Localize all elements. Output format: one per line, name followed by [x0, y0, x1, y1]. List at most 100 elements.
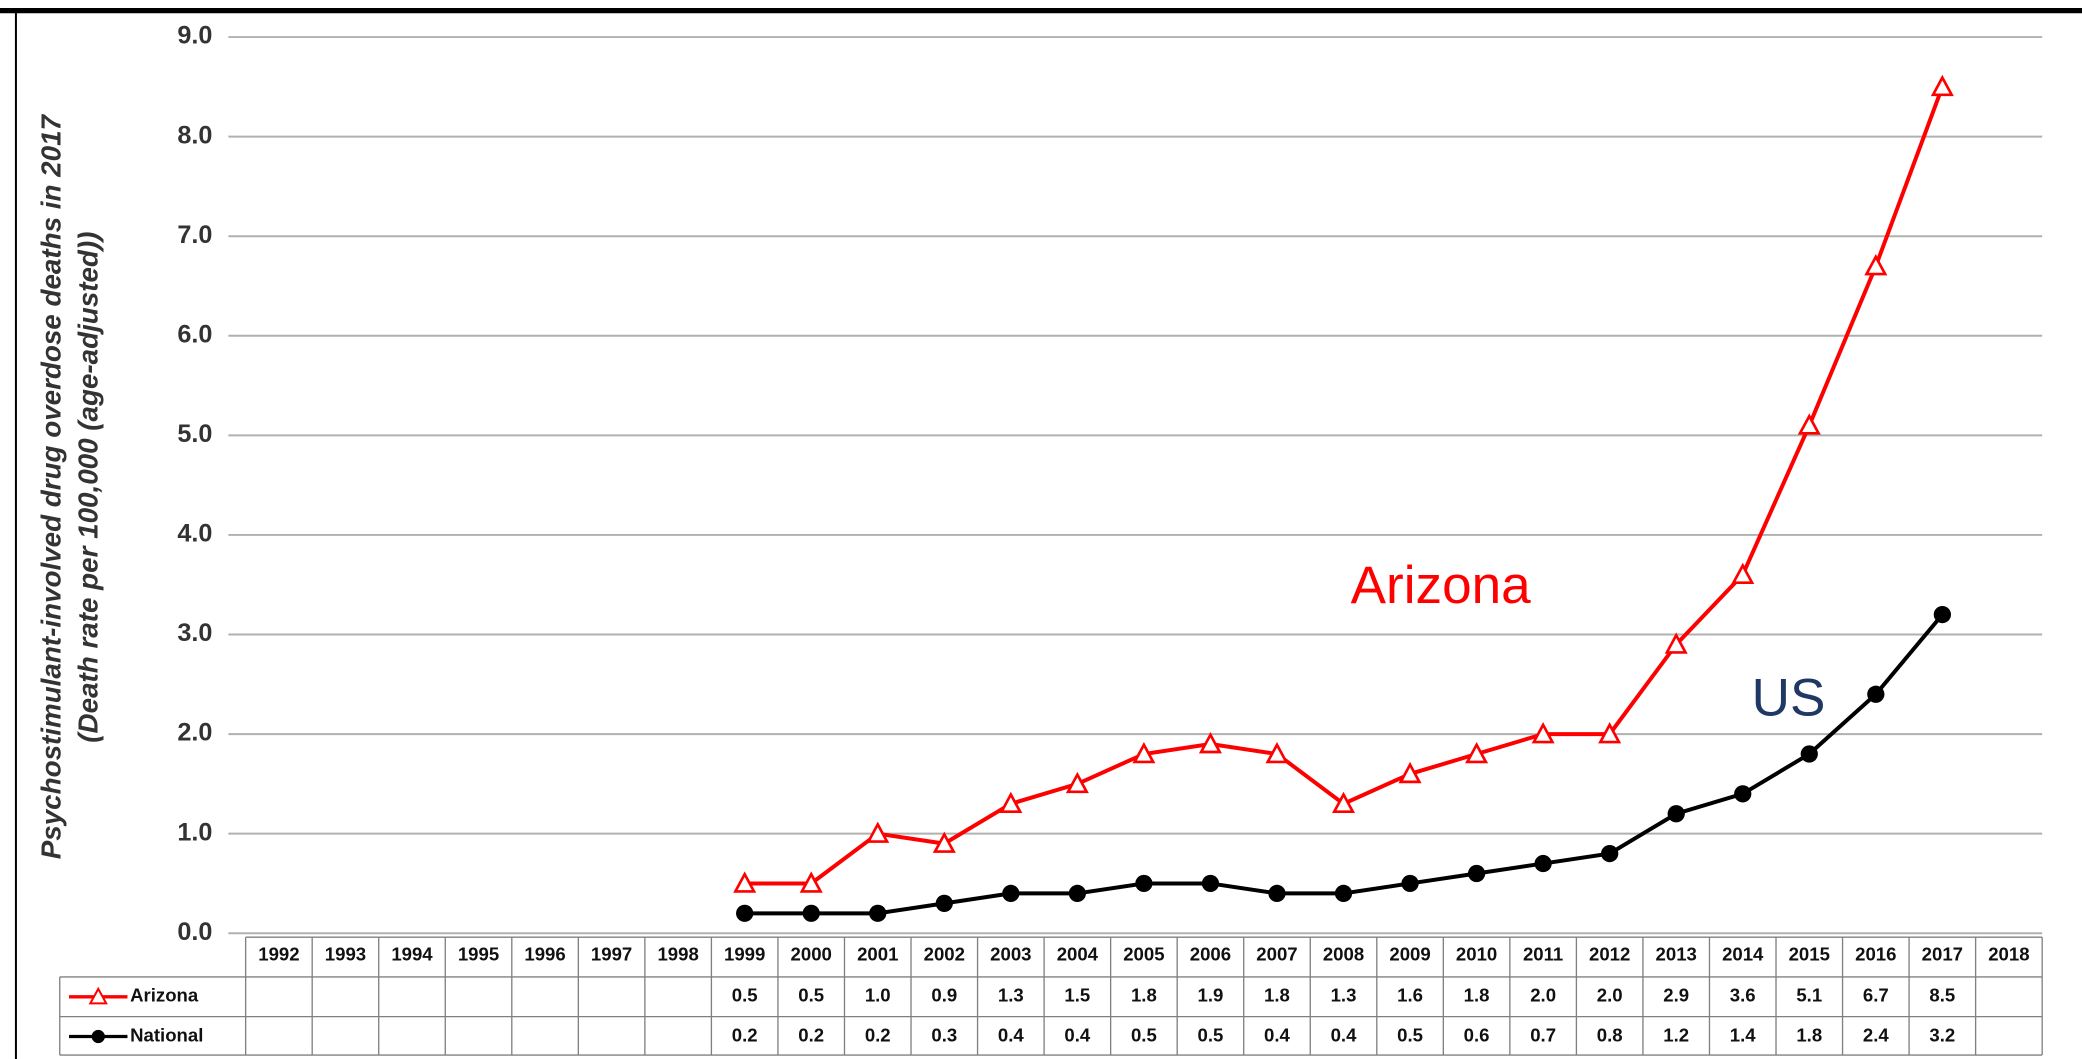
x-tick-label: 2012 [1589, 944, 1630, 965]
marker [1797, 413, 1821, 435]
table-value: 0.2 [865, 1024, 891, 1045]
table-value: 1.2 [1663, 1024, 1689, 1045]
y-tick-label: 7.0 [177, 221, 212, 249]
marker [935, 894, 953, 912]
x-tick-label: 1993 [325, 944, 366, 965]
marker [1800, 745, 1818, 763]
table-value: 0.4 [1064, 1024, 1091, 1045]
marker [1334, 884, 1353, 903]
table-value: 0.4 [1331, 1024, 1358, 1045]
marker [1398, 761, 1422, 784]
table-value: 1.4 [1730, 1024, 1757, 1045]
table-value: 1.8 [1264, 985, 1290, 1006]
marker [1534, 854, 1552, 873]
marker [1734, 785, 1752, 803]
marker [869, 904, 887, 922]
table-value: 1.0 [865, 985, 891, 1006]
marker [866, 821, 890, 843]
table-value: 1.3 [1331, 985, 1357, 1006]
x-tick-label: 2014 [1722, 944, 1764, 965]
table-value: 5.1 [1796, 985, 1822, 1006]
marker [999, 791, 1023, 814]
table-value: 1.9 [1198, 985, 1224, 1006]
marker [1331, 791, 1356, 814]
table-value: 0.8 [1597, 1024, 1623, 1045]
legend-label: Arizona [130, 985, 199, 1006]
x-tick-label: 2011 [1523, 944, 1563, 965]
annotation: Arizona [1351, 556, 1532, 615]
marker [1731, 562, 1755, 585]
marker [1201, 874, 1220, 893]
table-value: 0.5 [1131, 1024, 1157, 1045]
marker [1930, 74, 1954, 97]
marker [1467, 864, 1486, 883]
table-value: 0.5 [732, 985, 758, 1006]
y-axis-label: Psychostimulant-involved drug overdose d… [35, 114, 66, 860]
marker [799, 871, 823, 893]
x-tick-label: 1998 [657, 944, 698, 965]
marker [1933, 605, 1951, 624]
table-value: 1.8 [1796, 1024, 1822, 1045]
y-tick-label: 8.0 [177, 121, 212, 149]
table-value: 6.7 [1863, 985, 1889, 1006]
y-tick-label: 3.0 [177, 619, 212, 647]
legend-marker [88, 986, 108, 1005]
marker [1864, 254, 1888, 276]
table-value: 1.5 [1064, 985, 1090, 1006]
marker [1198, 731, 1222, 754]
legend-label: National [130, 1024, 203, 1045]
marker [1531, 722, 1555, 744]
x-tick-label: 1997 [591, 944, 632, 965]
x-tick-label: 2007 [1256, 944, 1297, 965]
marker [1268, 884, 1286, 903]
marker [1135, 874, 1153, 893]
y-tick-label: 4.0 [177, 520, 212, 548]
marker [802, 904, 820, 922]
series-line [744, 86, 1945, 886]
x-tick-label: 2018 [1988, 944, 2029, 965]
x-tick-label: 1995 [458, 944, 499, 965]
table-value: 3.6 [1730, 985, 1756, 1006]
marker [1867, 685, 1885, 703]
table-value: 0.4 [1264, 1024, 1291, 1045]
marker [1664, 632, 1688, 654]
table-value: 0.4 [998, 1024, 1025, 1045]
x-tick-label: 2004 [1057, 944, 1099, 965]
marker [1068, 884, 1086, 903]
y-axis-label: (Death rate per 100,000 (age-adjusted)) [73, 232, 104, 743]
marker [1598, 722, 1622, 744]
table-value: 2.0 [1530, 985, 1556, 1006]
x-tick-label: 1999 [724, 944, 765, 965]
table-value: 1.3 [998, 985, 1024, 1006]
table-value: 8.5 [1929, 985, 1955, 1006]
legend-marker [91, 1029, 105, 1044]
x-tick-label: 2009 [1389, 944, 1430, 965]
table-value: 2.0 [1597, 985, 1623, 1006]
table-value: 3.2 [1929, 1024, 1955, 1045]
table-value: 0.3 [931, 1024, 957, 1045]
x-tick-label: 2017 [1922, 944, 1963, 965]
y-tick-label: 2.0 [177, 719, 212, 747]
x-tick-label: 2001 [857, 944, 898, 965]
table-value: 2.4 [1863, 1024, 1890, 1045]
table-value: 0.6 [1464, 1024, 1490, 1045]
x-tick-label: 2002 [924, 944, 965, 965]
x-tick-label: 2003 [990, 944, 1031, 965]
y-tick-label: 9.0 [177, 22, 212, 50]
table-value: 1.8 [1131, 985, 1157, 1006]
marker [1002, 884, 1020, 903]
marker [736, 904, 754, 922]
marker [1132, 741, 1156, 764]
table-value: 0.9 [931, 985, 957, 1006]
y-tick-label: 5.0 [177, 420, 212, 448]
marker [932, 831, 956, 853]
table-value: 2.9 [1663, 985, 1689, 1006]
table-value: 0.5 [1198, 1024, 1224, 1045]
marker [1401, 874, 1419, 893]
x-tick-label: 2000 [791, 944, 832, 965]
x-tick-label: 1996 [524, 944, 565, 965]
marker [1601, 844, 1619, 863]
x-tick-label: 2013 [1656, 944, 1697, 965]
table-value: 0.5 [1397, 1024, 1423, 1045]
